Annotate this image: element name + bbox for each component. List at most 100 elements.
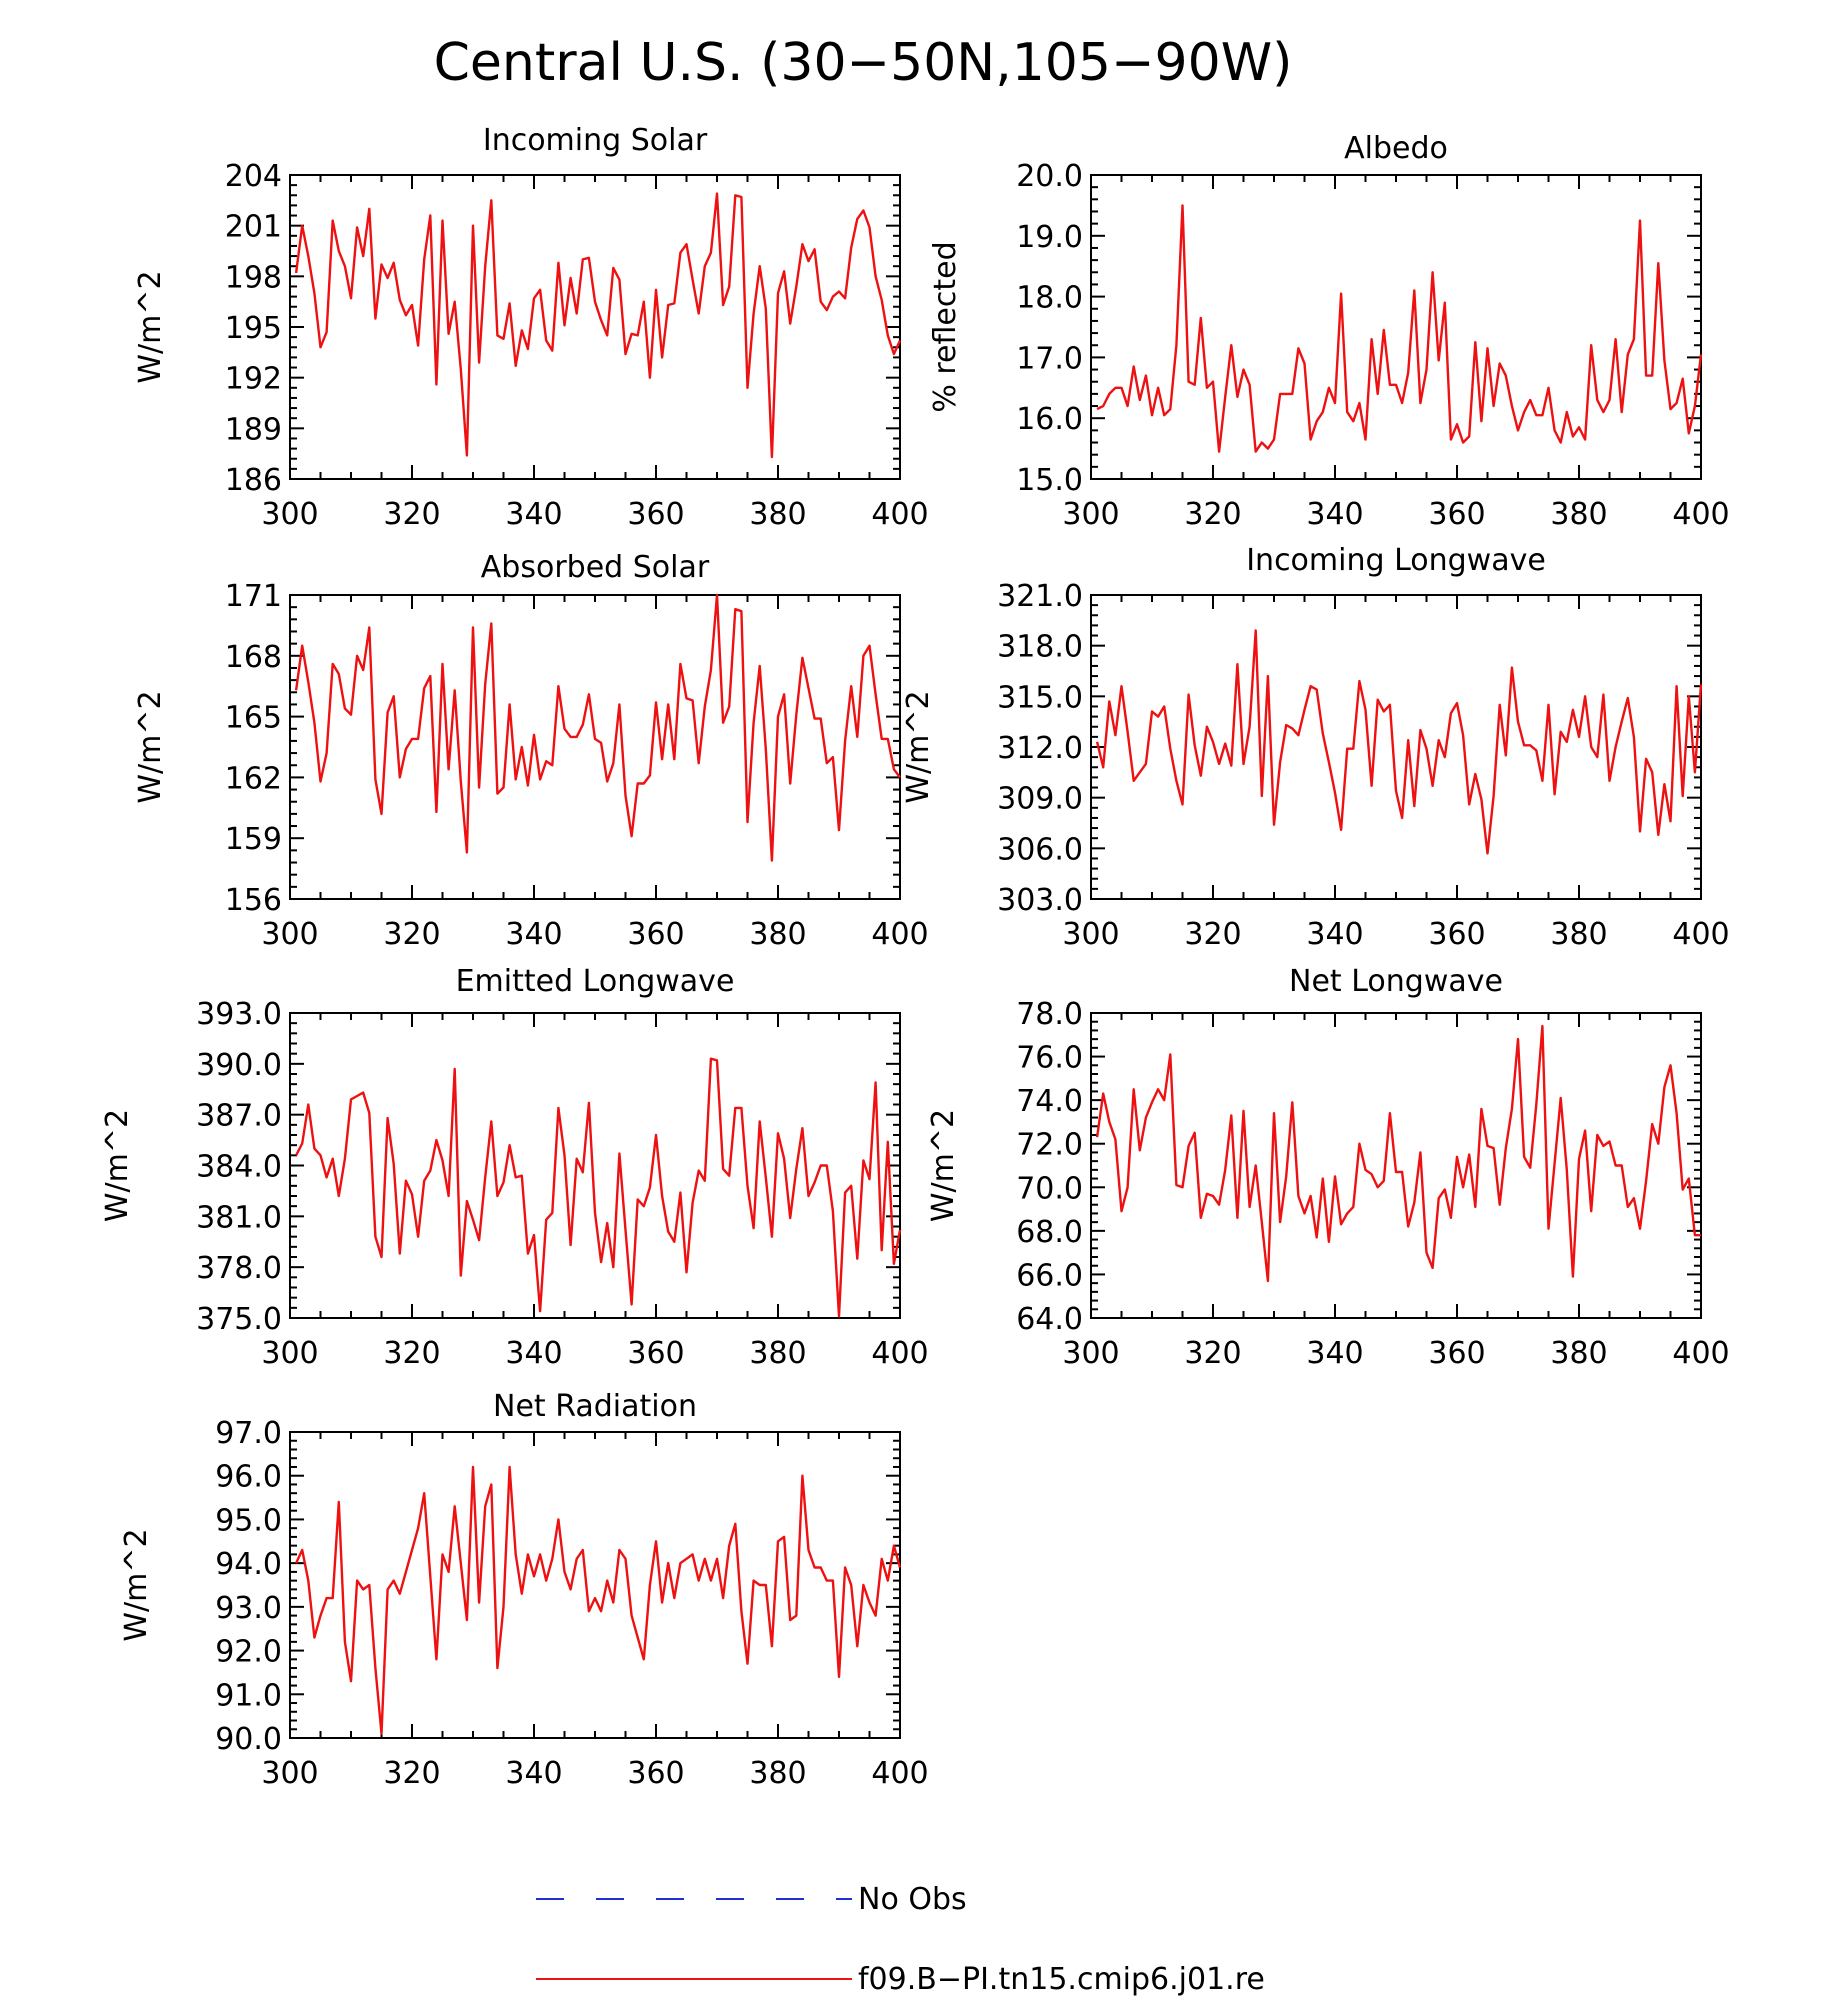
chart-panel: Incoming Longwave 300 320 340 360 380 400 303.0… — [901, 543, 1730, 952]
y-tick-label: 90.0 — [215, 1722, 282, 1757]
x-tick-label: 340 — [505, 917, 562, 952]
series-line — [1096, 204, 1703, 453]
legend: No Obs f09.B−PI.tn15.cmip6.j01.re — [536, 1882, 1265, 1997]
legend-obs-label: No Obs — [858, 1882, 967, 1917]
y-tick-label: 95.0 — [215, 1503, 282, 1538]
x-tick-label: 400 — [871, 917, 928, 952]
panel-title: Net Longwave — [1289, 964, 1503, 999]
chart-panel: Net Longwave 300 320 340 360 380 400 64.0 66.0 68… — [926, 964, 1730, 1371]
y-axis-label: W/m^2 — [133, 690, 168, 803]
y-tick-label: 20.0 — [1016, 159, 1083, 194]
y-tick-label: 159 — [225, 822, 282, 857]
y-tick-label: 72.0 — [1016, 1128, 1083, 1163]
x-tick-label: 340 — [1306, 917, 1363, 952]
x-tick-label: 380 — [1550, 917, 1607, 952]
y-tick-label: 68.0 — [1016, 1215, 1083, 1250]
y-tick-label: 66.0 — [1016, 1258, 1083, 1293]
y-tick-label: 195 — [225, 311, 282, 346]
y-tick-label: 375.0 — [196, 1302, 282, 1337]
x-tick-label: 300 — [261, 497, 318, 532]
x-tick-label: 300 — [1062, 917, 1119, 952]
x-tick-label: 380 — [749, 1756, 806, 1791]
x-tick-label: 360 — [627, 917, 684, 952]
series-line — [1095, 1024, 1701, 1283]
x-tick-label: 340 — [505, 1336, 562, 1371]
x-tick-label: 360 — [1428, 497, 1485, 532]
y-tick-label: 315.0 — [997, 680, 1083, 715]
series-line — [294, 192, 902, 459]
panel-title: Emitted Longwave — [456, 964, 735, 999]
legend-model-label: f09.B−PI.tn15.cmip6.j01.re — [858, 1962, 1265, 1997]
plot-frame — [289, 1012, 901, 1319]
y-tick-label: 303.0 — [997, 883, 1083, 918]
y-tick-label: 384.0 — [196, 1150, 282, 1185]
y-tick-label: 192 — [225, 362, 282, 397]
y-tick-label: 76.0 — [1016, 1041, 1083, 1076]
plot-frame — [1090, 594, 1702, 900]
main-title: Central U.S. (30−50N,105−90W) — [434, 33, 1293, 93]
y-tick-label: 78.0 — [1016, 997, 1083, 1032]
x-tick-label: 320 — [383, 917, 440, 952]
plot-frame — [289, 174, 901, 480]
y-tick-label: 309.0 — [997, 782, 1083, 817]
y-tick-label: 390.0 — [196, 1048, 282, 1083]
x-tick-label: 360 — [627, 1756, 684, 1791]
y-tick-label: 312.0 — [997, 731, 1083, 766]
y-tick-label: 16.0 — [1016, 402, 1083, 437]
x-tick-label: 360 — [1428, 1336, 1485, 1371]
x-tick-label: 400 — [871, 1336, 928, 1371]
y-tick-label: 204 — [225, 159, 282, 194]
x-tick-label: 400 — [871, 1756, 928, 1791]
y-tick-label: 92.0 — [215, 1635, 282, 1670]
x-tick-label: 320 — [1184, 1336, 1241, 1371]
x-tick-label: 400 — [1672, 497, 1729, 532]
x-tick-label: 360 — [627, 1336, 684, 1371]
y-tick-label: 156 — [225, 883, 282, 918]
y-tick-label: 393.0 — [196, 997, 282, 1032]
y-tick-label: 201 — [225, 210, 282, 245]
plot-frame — [289, 1431, 901, 1739]
y-axis-label: W/m^2 — [901, 690, 936, 803]
x-tick-label: 340 — [1306, 497, 1363, 532]
x-tick-label: 380 — [749, 497, 806, 532]
panels: Incoming Solar 300 320 340 360 380 400 186 189 19… — [100, 123, 1730, 1791]
panel-title: Absorbed Solar — [481, 550, 710, 585]
x-tick-label: 400 — [871, 497, 928, 532]
chart-panel: Albedo 300 320 340 360 380 400 15.0 16.0 17.0 18.0… — [928, 131, 1730, 532]
x-tick-label: 400 — [1672, 917, 1729, 952]
x-tick-label: 320 — [383, 1336, 440, 1371]
y-tick-label: 387.0 — [196, 1099, 282, 1134]
y-tick-label: 18.0 — [1016, 281, 1083, 316]
chart-panel: Emitted Longwave 300 320 340 360 380 400 375.0 3… — [100, 964, 929, 1371]
panel-title: Incoming Longwave — [1246, 543, 1546, 578]
plot-frame — [289, 594, 901, 900]
y-tick-label: 64.0 — [1016, 1302, 1083, 1337]
x-tick-label: 380 — [749, 1336, 806, 1371]
panel-title: Incoming Solar — [483, 123, 708, 158]
y-tick-label: 74.0 — [1016, 1084, 1083, 1119]
y-axis-label: W/m^2 — [926, 1109, 961, 1222]
y-tick-label: 91.0 — [215, 1678, 282, 1713]
y-tick-label: 321.0 — [997, 579, 1083, 614]
y-tick-label: 168 — [225, 640, 282, 675]
series-line — [295, 1465, 902, 1735]
y-tick-label: 162 — [225, 761, 282, 796]
x-tick-label: 320 — [1184, 917, 1241, 952]
chart-panel: Net Radiation 300 320 340 360 380 400 90.0 91.0 9… — [119, 1389, 929, 1791]
x-tick-label: 320 — [383, 1756, 440, 1791]
y-tick-label: 15.0 — [1016, 463, 1083, 498]
x-tick-label: 340 — [505, 497, 562, 532]
y-tick-label: 165 — [225, 701, 282, 736]
y-tick-label: 318.0 — [997, 630, 1083, 665]
y-axis-label: % reflected — [928, 241, 963, 412]
x-tick-label: 320 — [1184, 497, 1241, 532]
y-tick-label: 19.0 — [1016, 220, 1083, 255]
x-tick-label: 380 — [1550, 1336, 1607, 1371]
panel-title: Net Radiation — [493, 1389, 697, 1424]
y-tick-label: 96.0 — [215, 1460, 282, 1495]
series-line — [1095, 629, 1703, 855]
y-tick-label: 93.0 — [215, 1591, 282, 1626]
y-tick-label: 94.0 — [215, 1547, 282, 1582]
y-axis-label: W/m^2 — [100, 1109, 135, 1222]
